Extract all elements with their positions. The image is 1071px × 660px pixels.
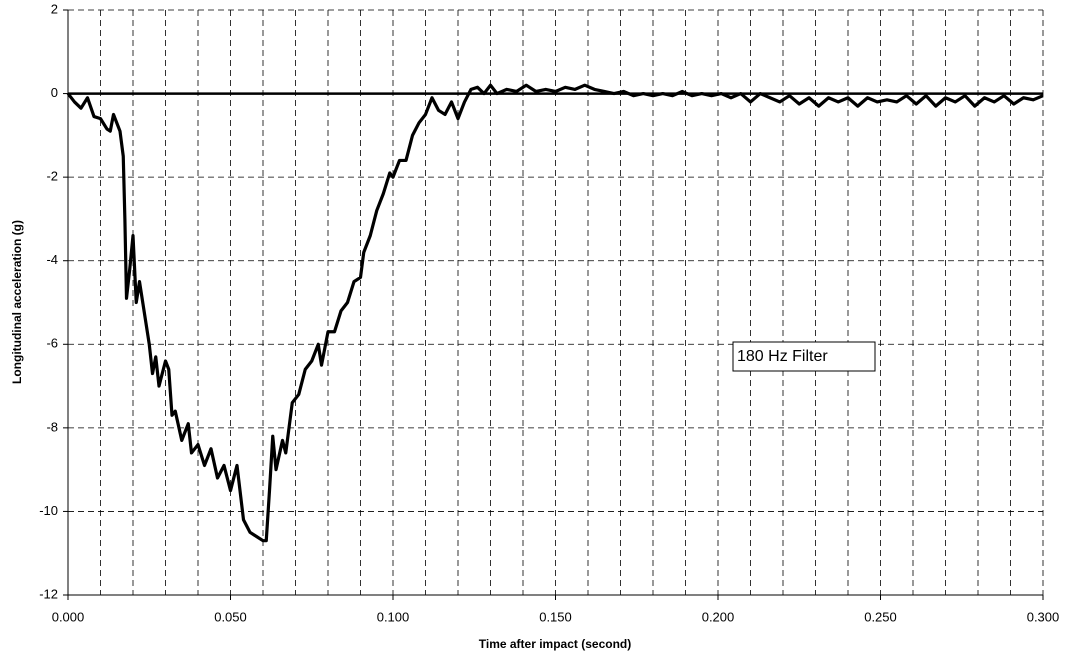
annotation: 180 Hz Filter xyxy=(737,348,828,365)
x-tick-label: 0.300 xyxy=(1027,609,1060,624)
x-tick-label: 0.050 xyxy=(214,609,247,624)
y-tick-label: -10 xyxy=(39,503,58,518)
y-tick-label: -12 xyxy=(39,586,58,601)
y-tick-label: 2 xyxy=(51,1,58,16)
annotation-box xyxy=(732,341,876,372)
y-tick-label: -6 xyxy=(46,336,58,351)
x-axis-title: Time after impact (second) xyxy=(479,637,631,651)
y-tick-label: -8 xyxy=(46,419,58,434)
y-axis-title: Longitudinal acceleration (g) xyxy=(10,220,24,384)
x-tick-label: 0.100 xyxy=(377,609,410,624)
data-line xyxy=(66,83,1044,543)
x-tick-label: 0.200 xyxy=(702,609,735,624)
x-tick-label: 0.250 xyxy=(864,609,897,624)
y-tick-label: -2 xyxy=(46,169,58,184)
x-tick-label: 0.150 xyxy=(539,609,572,624)
x-tick-label: 0.000 xyxy=(52,609,85,624)
y-tick-label: -4 xyxy=(46,252,58,267)
y-tick-label: 0 xyxy=(51,85,58,100)
